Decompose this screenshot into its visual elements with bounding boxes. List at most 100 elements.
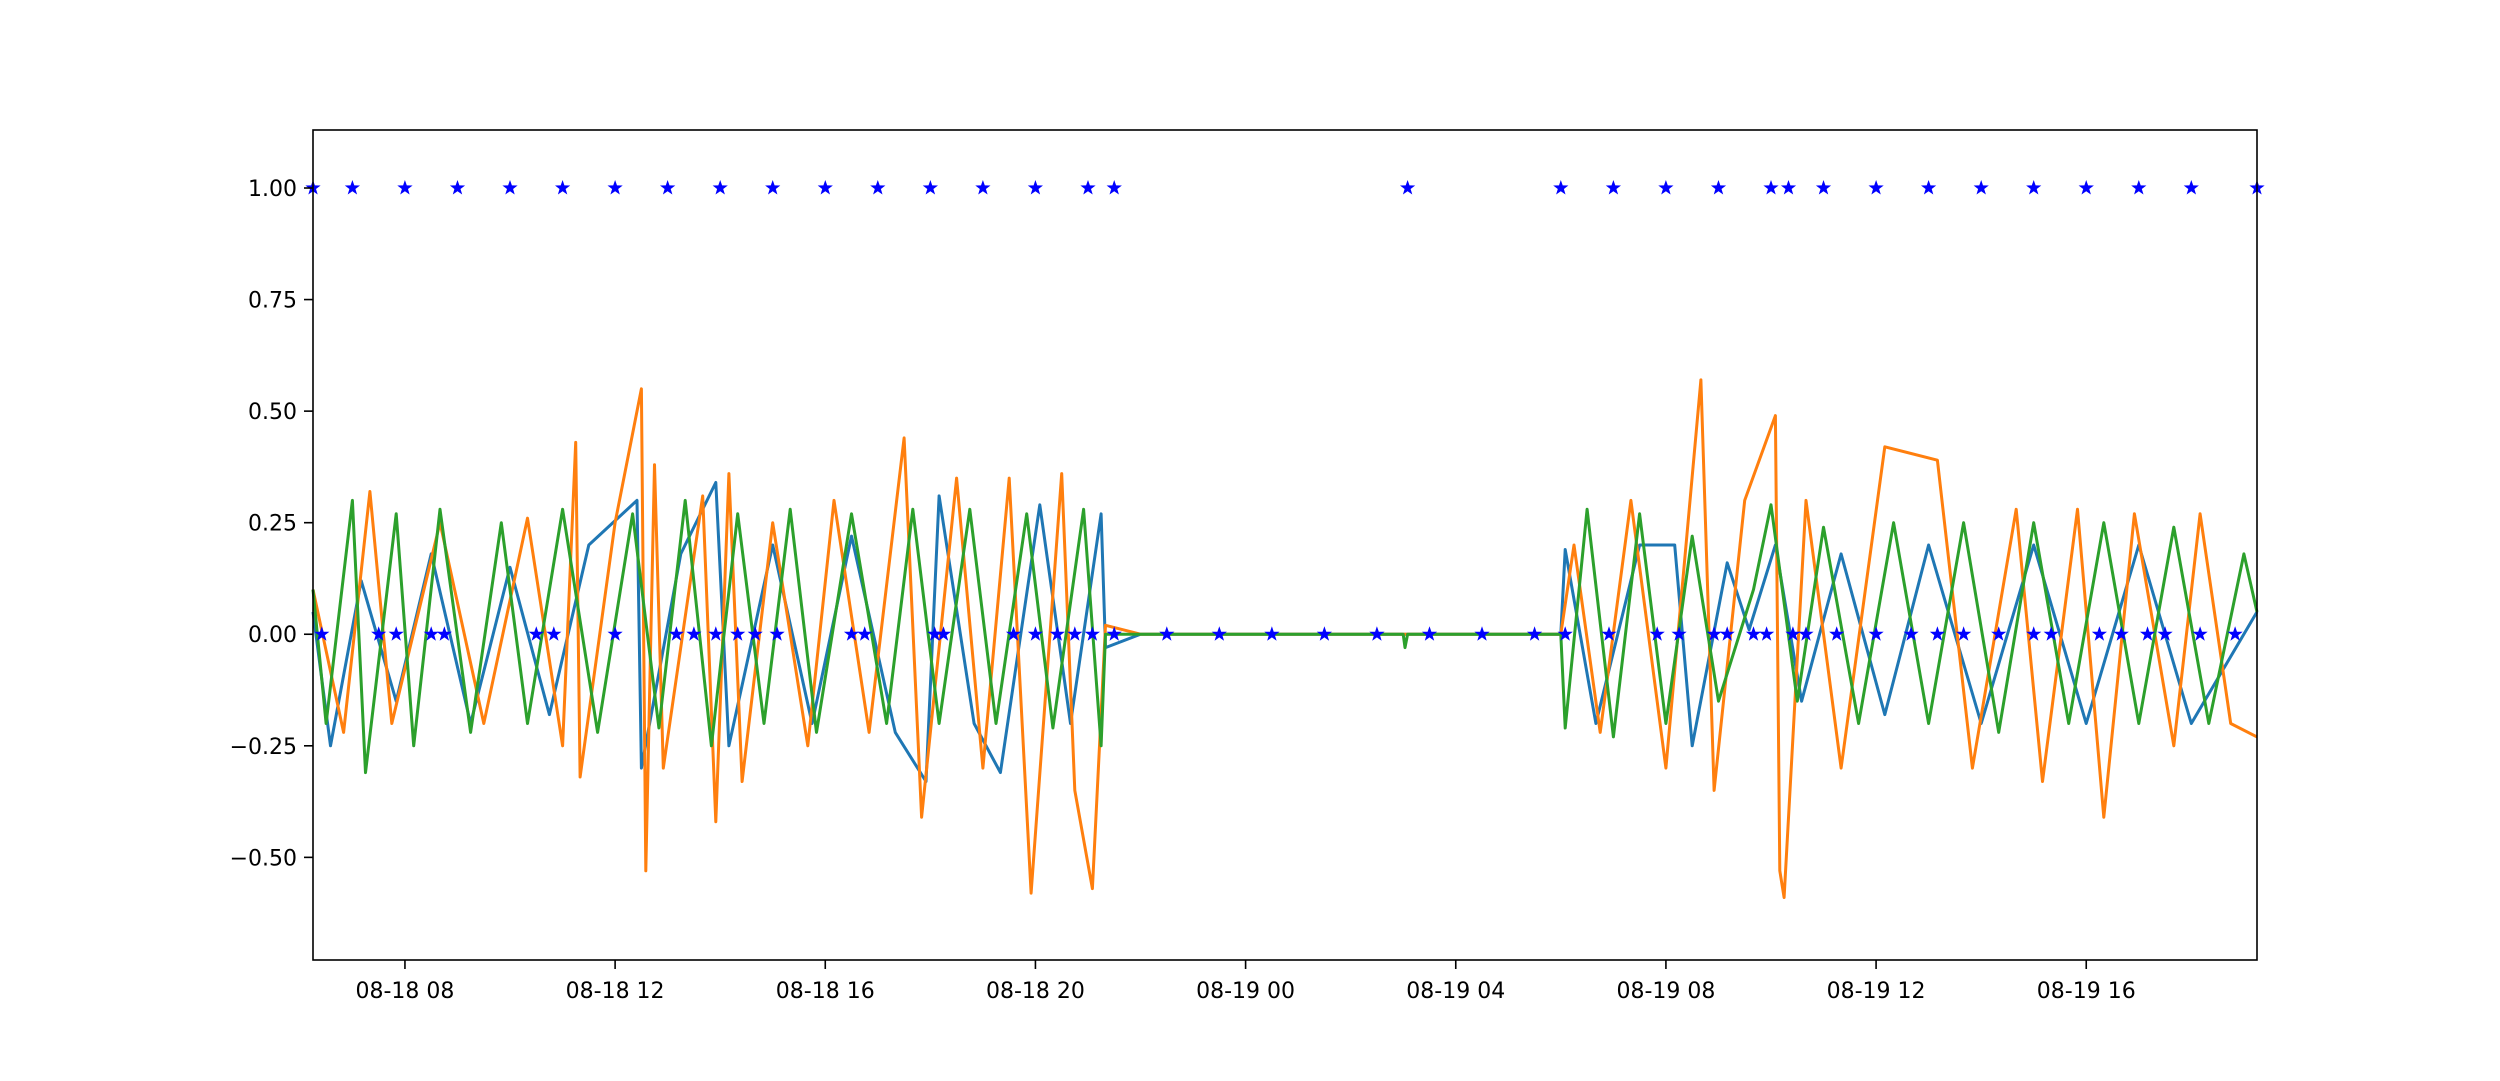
series-3-star-marker (555, 180, 571, 195)
series-3-star-marker (1049, 626, 1065, 641)
series-3-star-marker (2227, 626, 2243, 641)
series-3-star-marker (1973, 180, 1989, 195)
y-tick-label: −0.50 (230, 846, 297, 871)
series-3-star-marker (1159, 626, 1175, 641)
series-layer (305, 180, 2265, 899)
series-3-star-marker (1527, 626, 1543, 641)
series-3-star-marker (1815, 180, 1832, 195)
x-tick-label: 08-19 12 (1827, 979, 1926, 1004)
series-3-star-marker (1658, 180, 1674, 195)
series-3-star-marker (528, 626, 544, 641)
series-3-star-marker (935, 626, 952, 641)
series-3-star-marker (1745, 626, 1762, 641)
series-3-star-marker (1785, 626, 1801, 641)
series-3-star-marker (765, 180, 781, 195)
series-3-star-marker (607, 180, 623, 195)
x-tick-label: 08-18 08 (355, 979, 454, 1004)
y-tick-label: 0.50 (248, 400, 297, 425)
series-3-star-marker (668, 626, 684, 641)
series-3-star-marker (1005, 626, 1022, 641)
series-3-star-marker (1671, 626, 1687, 641)
series-3-star-marker (388, 626, 404, 641)
series-3-star-marker (1027, 626, 1043, 641)
series-3-star-marker (1211, 626, 1227, 641)
x-tick-label: 08-19 16 (2037, 979, 2136, 1004)
series-3-star-marker (423, 626, 439, 641)
x-tick-label: 08-19 00 (1196, 979, 1295, 1004)
y-tick-label: 1.00 (248, 177, 297, 202)
series-3-star-marker (712, 180, 728, 195)
series-3-star-marker (2091, 626, 2107, 641)
series-3-star-marker (314, 626, 330, 641)
series-3-star-marker (1759, 626, 1775, 641)
series-3-star-marker (1706, 626, 1722, 641)
series-3-star-marker (817, 180, 833, 195)
series-3-star-marker (2192, 626, 2208, 641)
series-3-star-marker (344, 180, 360, 195)
series-3-star-marker (1084, 626, 1100, 641)
series-3-star-marker (1605, 180, 1621, 195)
x-tick-label: 08-18 20 (986, 979, 1085, 1004)
series-3-star-marker (2078, 180, 2094, 195)
series-3-star-marker (1956, 626, 1972, 641)
series-3-star-marker (607, 626, 623, 641)
series-3-star-marker (1868, 626, 1884, 641)
series-3-star-marker (2113, 626, 2129, 641)
series-3-star-marker (1106, 626, 1122, 641)
series-3-star-marker (747, 626, 763, 641)
series-3-star-marker (660, 180, 676, 195)
series-3-star-marker (2183, 180, 2199, 195)
series-3-star-marker (1903, 626, 1919, 641)
series-3-star-marker (708, 626, 724, 641)
series-3-star-marker (1798, 626, 1814, 641)
series-3-star-marker (1719, 626, 1735, 641)
y-tick-label: 0.00 (248, 623, 297, 648)
series-3-star-marker (927, 626, 943, 641)
series-3-star-marker (1829, 626, 1845, 641)
series-3-star-marker (1991, 626, 2007, 641)
series-3-star-marker (1553, 180, 1569, 195)
series-3-star-marker (2131, 180, 2147, 195)
series-3-star-marker (502, 180, 518, 195)
x-tick-label: 08-19 04 (1406, 979, 1505, 1004)
series-3-star-marker (1649, 626, 1665, 641)
x-tick-label: 08-18 16 (776, 979, 875, 1004)
series-3-star-marker (1921, 180, 1937, 195)
series-3-star-marker (2157, 626, 2173, 641)
series-3-star-marker (2043, 626, 2059, 641)
series-3-star-marker (1557, 626, 1573, 641)
series-3-star-marker (1027, 180, 1043, 195)
series-3-star-marker (1929, 626, 1945, 641)
series-3-star-marker (449, 180, 466, 195)
x-tick-label: 08-18 12 (566, 979, 665, 1004)
axes-layer: 1.00 0.75 0.50 0.25 0.00 −0.25 −0.50 08-18 08 08… (230, 129, 2258, 1004)
series-3-star-marker (975, 180, 991, 195)
series-3-star-marker (1763, 180, 1779, 195)
series-3-star-marker (371, 626, 387, 641)
series-3-star-marker (769, 626, 785, 641)
series-3-star-marker (397, 180, 413, 195)
series-3-star-marker (1067, 626, 1083, 641)
series-3-star-marker (922, 180, 938, 195)
series-3-star-marker (436, 626, 452, 641)
series-3-star-marker (857, 626, 873, 641)
series-3-star-marker (1080, 180, 1096, 195)
y-tick-label: 0.25 (248, 512, 297, 537)
series-3-star-marker (1369, 626, 1385, 641)
series-3-star-marker (2026, 180, 2042, 195)
series-3-star-marker (1474, 626, 1490, 641)
series-3-star-marker (1264, 626, 1280, 641)
y-tick-label: 0.75 (248, 289, 297, 314)
series-3-star-marker (1316, 626, 1332, 641)
series-3-star-marker (1601, 626, 1617, 641)
series-3-star-marker (1421, 626, 1438, 641)
x-tick-label: 08-19 08 (1616, 979, 1715, 1004)
series-3-star-marker (1868, 180, 1884, 195)
series-3-star-marker (870, 180, 886, 195)
series-3-star-marker (546, 626, 562, 641)
series-1-line (311, 378, 2258, 899)
series-3-star-marker (686, 626, 702, 641)
series-3-star-marker (2026, 626, 2042, 641)
series-3-star-marker (1400, 180, 1416, 195)
